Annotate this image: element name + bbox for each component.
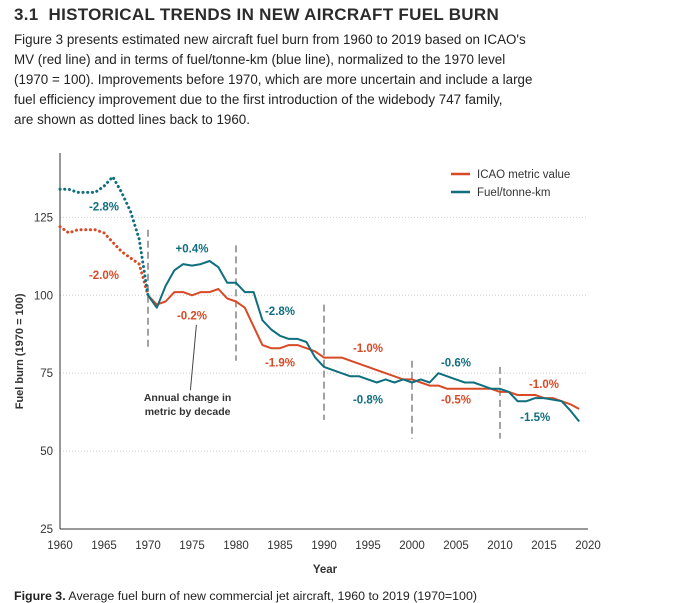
intro-line: MV (red line) and in terms of fuel/tonne… <box>14 52 506 67</box>
intro-paragraph: Figure 3 presents estimated new aircraft… <box>14 30 676 130</box>
x-axis-title: Year <box>313 564 338 576</box>
x-tick-label: 1970 <box>135 540 161 552</box>
x-tick-label: 2010 <box>487 540 513 552</box>
decade-change-label: -1.9% <box>265 357 295 369</box>
y-axis-title: Fuel burn (1970 = 100) <box>14 293 26 409</box>
section-number: 3.1 <box>14 5 39 24</box>
intro-line: (1970 = 100). Improvements before 1970, … <box>14 72 533 87</box>
x-tick-label: 1995 <box>355 540 381 552</box>
x-tick-label: 1985 <box>267 540 293 552</box>
decade-change-label: -0.5% <box>441 395 471 407</box>
legend-label: Fuel/tonne-km <box>477 187 551 199</box>
x-tick-label: 2015 <box>531 540 557 552</box>
x-tick-label: 1980 <box>223 540 249 552</box>
caption-text: Average fuel burn of new commercial jet … <box>65 589 477 603</box>
y-tick-label: 50 <box>40 446 53 458</box>
blue-series-line <box>147 260 580 423</box>
decade-change-label: +0.4% <box>176 244 209 256</box>
intro-line: fuel efficiency improvement due to the f… <box>14 92 503 107</box>
decade-change-label: -2.8% <box>265 306 295 318</box>
red-series-dotted-line <box>58 225 150 297</box>
caption-label: Figure 3. <box>14 589 66 603</box>
callout-pointer <box>189 324 197 391</box>
section-title: HISTORICAL TRENDS IN NEW AIRCRAFT FUEL B… <box>48 5 500 24</box>
blue-series-dotted-line <box>58 174 150 297</box>
y-tick-label: 25 <box>40 524 53 536</box>
section-heading: 3.1 HISTORICAL TRENDS IN NEW AIRCRAFT FUE… <box>14 5 499 25</box>
figure-caption: Figure 3. Average fuel burn of new comme… <box>14 589 477 603</box>
legend-label: ICAO metric value <box>477 169 570 181</box>
x-tick-label: 1975 <box>179 540 205 552</box>
decade-change-label: -1.0% <box>353 343 383 355</box>
x-tick-label: 1965 <box>91 540 117 552</box>
x-tick-label: 2020 <box>575 540 601 552</box>
y-tick-label: 100 <box>34 290 53 302</box>
x-tick-label: 1960 <box>47 540 73 552</box>
fuel-burn-chart: 25 50 75 100 125 1960 1965 1970 1975 1980 1985 1990… <box>14 153 601 576</box>
decade-change-label: -0.6% <box>441 357 471 369</box>
decade-change-label: -0.2% <box>177 311 207 323</box>
x-tick-label: 1990 <box>311 540 337 552</box>
intro-line: Figure 3 presents estimated new aircraft… <box>14 32 526 47</box>
x-tick-label: 2000 <box>399 540 425 552</box>
callout-text: Annual change in <box>144 392 232 404</box>
decade-change-label: -1.0% <box>529 379 559 391</box>
y-tick-label: 75 <box>40 368 53 380</box>
intro-line: are shown as dotted lines back to 1960. <box>14 112 250 127</box>
callout-text: metric by decade <box>145 406 231 418</box>
x-tick-label: 2005 <box>443 540 469 552</box>
decade-change-label: -2.0% <box>89 270 119 282</box>
y-tick-label: 125 <box>34 212 53 224</box>
decade-change-label: -2.8% <box>89 201 119 213</box>
decade-change-label: -1.5% <box>520 412 550 424</box>
decade-change-label: -0.8% <box>353 395 383 407</box>
